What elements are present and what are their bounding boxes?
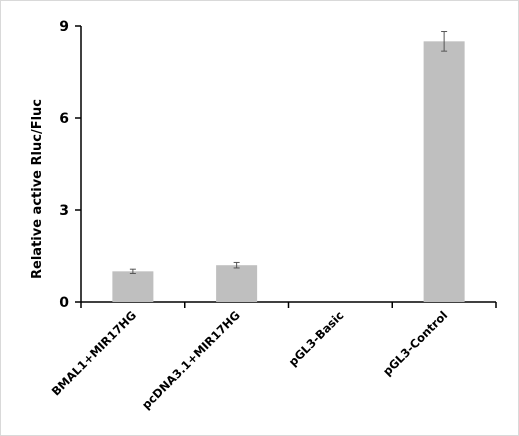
bar: [216, 265, 258, 302]
x-category-label: pcDNA3.1+MIR17HG: [139, 308, 243, 412]
error-bar: [233, 261, 240, 269]
x-category-label: BMAL1+MIR17HG: [49, 308, 139, 398]
y-tick-label: 3: [59, 203, 69, 219]
x-category-label: pGL3-Basic: [286, 308, 347, 369]
y-tick-label: 9: [59, 19, 69, 35]
error-bars: [129, 31, 448, 274]
bars: [112, 41, 465, 302]
y-tick-label: 0: [59, 295, 69, 311]
error-bar: [129, 268, 136, 274]
x-ticks: [80, 302, 497, 308]
y-ticks: 0 3 6 9: [59, 19, 81, 311]
x-category-label: pGL3-Control: [380, 308, 450, 378]
y-tick-label: 6: [59, 111, 69, 127]
y-axis-title: Relative active Rluc/Fluc: [30, 99, 45, 279]
bar: [423, 41, 465, 302]
bar: [112, 271, 154, 302]
category-labels: BMAL1+MIR17HG pcDNA3.1+MIR17HG pGL3-Basic p…: [49, 308, 451, 412]
error-bar: [441, 31, 448, 52]
